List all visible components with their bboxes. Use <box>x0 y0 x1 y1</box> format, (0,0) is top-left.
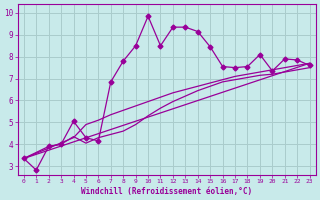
X-axis label: Windchill (Refroidissement éolien,°C): Windchill (Refroidissement éolien,°C) <box>81 187 252 196</box>
